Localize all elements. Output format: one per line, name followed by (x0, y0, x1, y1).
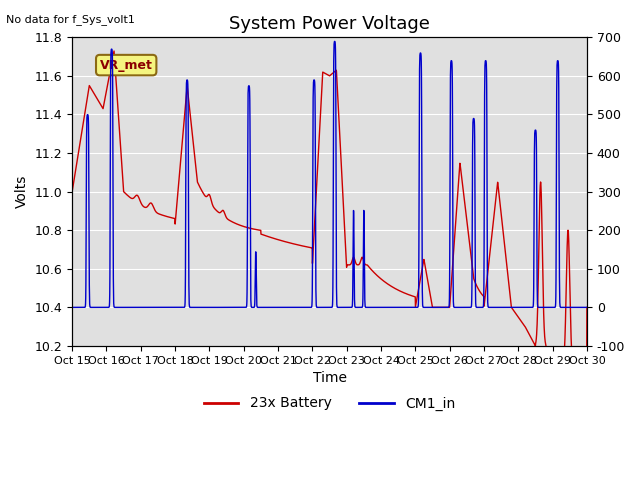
Text: No data for f_Sys_volt1: No data for f_Sys_volt1 (6, 14, 135, 25)
Legend: 23x Battery, CM1_in: 23x Battery, CM1_in (198, 391, 461, 416)
Title: System Power Voltage: System Power Voltage (229, 15, 430, 33)
Y-axis label: Volts: Volts (15, 175, 29, 208)
X-axis label: Time: Time (312, 371, 346, 385)
Text: VR_met: VR_met (100, 59, 152, 72)
